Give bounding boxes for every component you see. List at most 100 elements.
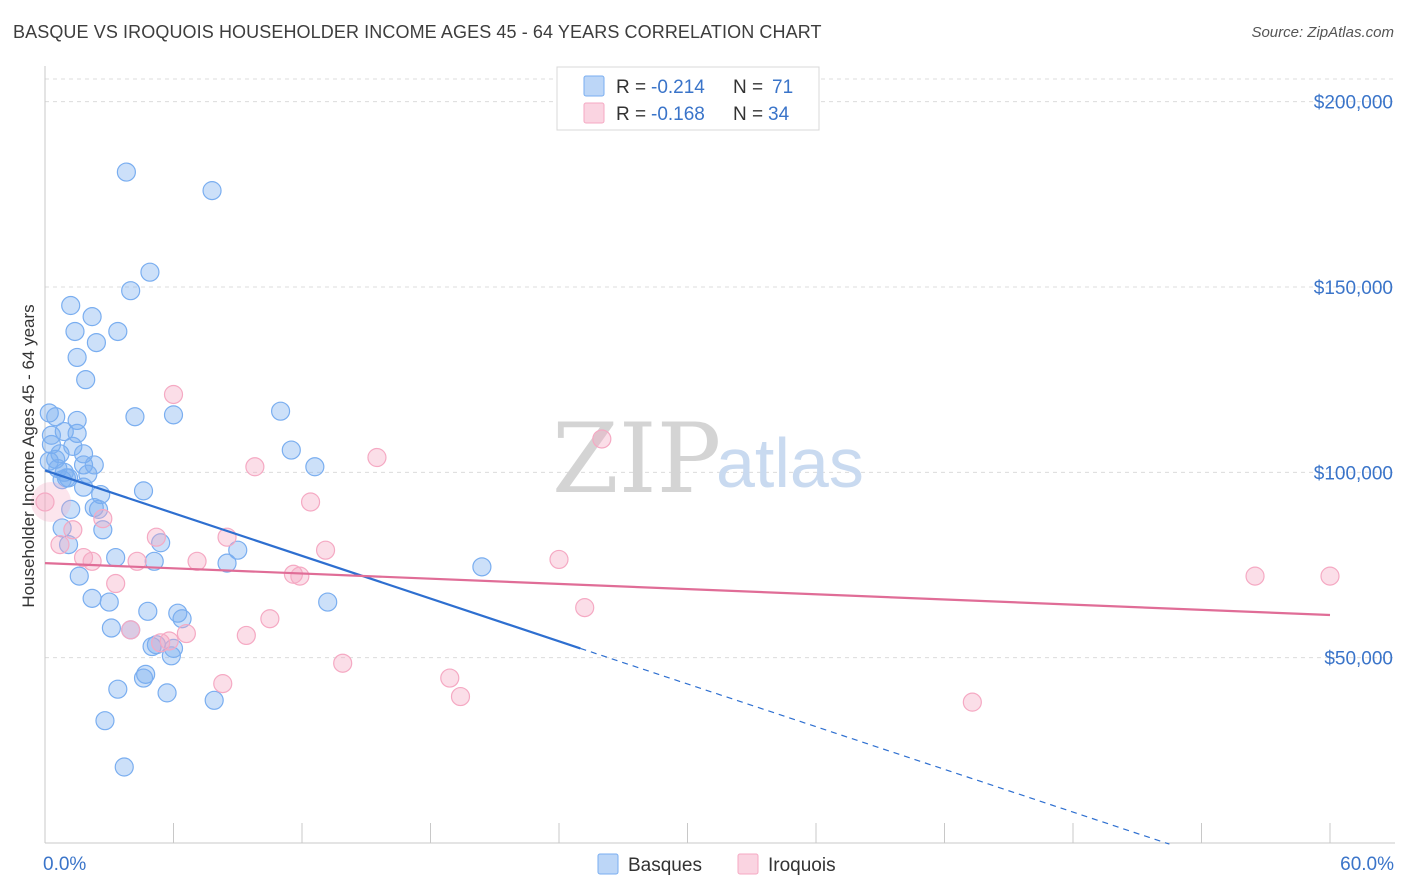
iroquois-point: [549, 549, 569, 570]
basques-point: [82, 307, 102, 327]
iroquois-point: [367, 447, 387, 468]
iroquois-point: [146, 527, 166, 547]
basques-point: [281, 440, 301, 460]
axes: [44, 66, 1395, 844]
legend-n-label-basques: N =: [733, 77, 763, 98]
data-points: [31, 162, 1340, 777]
basques-point: [61, 499, 81, 519]
bottom-legend-iroquois: Iroquois: [768, 855, 836, 876]
iroquois-point: [93, 509, 113, 529]
iroquois-point: [187, 551, 207, 571]
basques-point: [101, 618, 121, 638]
x-tick-label-min: 0.0%: [43, 854, 86, 875]
iroquois-point: [962, 692, 982, 712]
basques-point: [82, 588, 102, 608]
iroquois-point: [50, 535, 70, 555]
basques-point: [121, 281, 141, 301]
iroquois-point: [151, 633, 171, 653]
basques-point: [133, 668, 154, 688]
basques-point: [140, 262, 160, 282]
iroquois-point: [592, 429, 612, 449]
basques-point: [95, 711, 115, 731]
iroquois-point: [290, 566, 310, 586]
iroquois-point: [1245, 566, 1265, 586]
iroquois-point: [236, 625, 256, 646]
basques-trend-line: [44, 469, 581, 650]
bottom-legend-swatch-basques: [597, 853, 619, 875]
legend-r-value-basques: -0.214: [651, 77, 705, 98]
y-tick-labels: $50,000 $100,000 $150,000 $200,000: [1314, 93, 1393, 670]
y-tick-label: $200,000: [1314, 93, 1393, 114]
iroquois-point: [213, 674, 233, 694]
basques-point: [67, 347, 87, 368]
basques-point: [217, 553, 237, 573]
basques-point: [204, 690, 224, 710]
basques-point: [144, 551, 164, 571]
basques-point: [116, 162, 136, 182]
basques-point: [228, 540, 248, 560]
basques-point: [99, 592, 119, 612]
series-legend: Basques Iroquois: [597, 853, 836, 876]
basques-trend-extension: [580, 647, 1170, 845]
basques-point: [133, 481, 154, 501]
iroquois-point: [1320, 566, 1340, 586]
basques-point: [161, 646, 181, 666]
basques-point: [73, 455, 94, 475]
basques-point: [472, 557, 492, 577]
iroquois-point: [315, 540, 336, 560]
y-tick-label: $100,000: [1314, 463, 1393, 484]
iroquois-point-cluster: [31, 481, 71, 522]
basques-point: [69, 566, 89, 586]
basques-point: [86, 332, 107, 353]
basques-point: [202, 181, 222, 201]
y-tick-label: $50,000: [1324, 649, 1393, 670]
legend-n-value-iroquois: 34: [768, 104, 790, 125]
basques-point: [65, 321, 85, 342]
x-tick-label-max: 60.0%: [1340, 854, 1394, 875]
basques-point: [88, 499, 109, 519]
iroquois-point: [245, 457, 265, 477]
iroquois-point: [440, 668, 460, 688]
iroquois-point: [300, 492, 321, 512]
iroquois-point: [176, 623, 196, 644]
basques-point: [138, 601, 158, 621]
iroquois-point: [35, 492, 55, 512]
basques-point: [93, 520, 113, 540]
watermark-zip: ZIP: [552, 403, 721, 515]
basques-point: [106, 547, 126, 568]
watermark-atlas: atlas: [716, 424, 864, 502]
iroquois-point: [121, 620, 141, 640]
legend-r-value-iroquois: -0.168: [651, 104, 705, 125]
iroquois-point: [163, 384, 184, 405]
trend-lines: [44, 469, 1331, 845]
basques-point: [114, 757, 134, 777]
iroquois-point: [260, 609, 280, 629]
iroquois-point: [82, 551, 102, 571]
x-tick-labels: 0.0% 60.0%: [43, 854, 1394, 875]
iroquois-point: [575, 598, 595, 618]
basques-point: [125, 407, 145, 427]
basques-point: [108, 321, 128, 342]
basques-point: [163, 405, 184, 425]
legend-r-label-iroquois: R =: [616, 104, 646, 125]
chart-title: BASQUE VS IROQUOIS HOUSEHOLDER INCOME AG…: [13, 22, 822, 42]
basques-point: [157, 683, 177, 703]
basques-point: [76, 370, 96, 390]
iroquois-point: [106, 573, 126, 594]
iroquois-point: [333, 653, 353, 673]
legend-n-value-basques: 71: [772, 77, 793, 98]
iroquois-point: [63, 520, 83, 540]
legend-swatch-basques: [583, 75, 605, 97]
correlation-legend: R = -0.214 N = 71 R = -0.168 N = 34: [556, 66, 820, 131]
basques-point: [84, 455, 104, 475]
legend-swatch-iroquois: [583, 102, 605, 124]
bottom-legend-basques: Basques: [628, 855, 702, 876]
basques-point: [305, 457, 325, 477]
source-label: Source: ZipAtlas.com: [1251, 24, 1394, 41]
y-axis-label: Householder Income Ages 45 - 64 years: [19, 304, 38, 607]
legend-r-label-basques: R =: [616, 77, 646, 98]
watermark: ZIP atlas: [552, 403, 864, 515]
basques-point: [172, 609, 192, 629]
basques-point: [270, 401, 291, 421]
